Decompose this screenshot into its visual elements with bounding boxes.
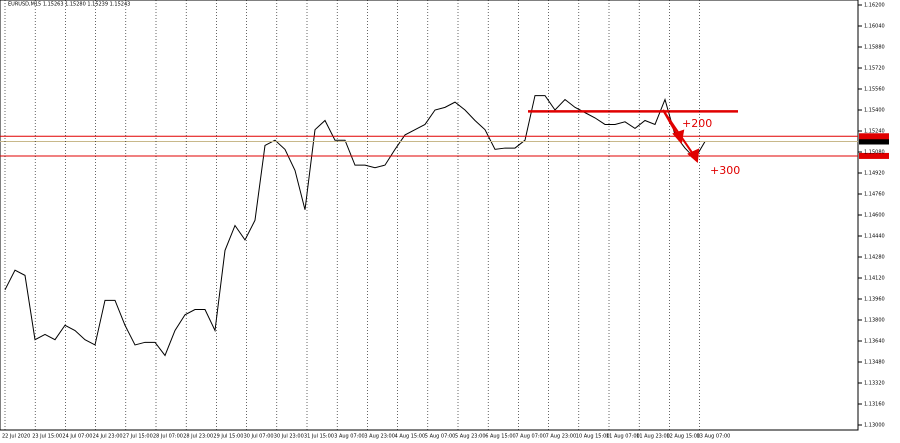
- y-tick-label: 1.16200: [864, 3, 885, 9]
- x-tick-label: 6 Aug 15:00: [485, 434, 516, 440]
- x-tick-label: 22 Jul 2020: [2, 434, 30, 440]
- price-tag: [859, 133, 889, 140]
- x-tick-label: 11 Aug 07:00: [606, 434, 640, 440]
- x-tick-label: 31 Jul 15:00: [304, 434, 334, 440]
- y-tick-label: 1.14440: [864, 234, 885, 240]
- x-tick-label: 13 Aug 07:00: [697, 434, 731, 440]
- y-tick-label: 1.14920: [864, 171, 885, 177]
- y-tick-label: 1.13480: [864, 360, 885, 366]
- y-tick-label: 1.16040: [864, 24, 885, 30]
- y-tick-label: 1.15720: [864, 66, 885, 72]
- y-tick-label: 1.14600: [864, 213, 885, 219]
- y-tick-label: 1.15240: [864, 129, 885, 135]
- price-tag: [859, 138, 889, 145]
- annotation: +200: [682, 117, 712, 130]
- x-tick-label: 30 Jul 07:00: [244, 434, 274, 440]
- price-line: [4, 95, 706, 357]
- y-tick-label: 1.15560: [864, 87, 885, 93]
- x-tick-label: 30 Jul 23:00: [274, 434, 304, 440]
- x-tick-label: 24 Jul 07:00: [62, 434, 92, 440]
- y-tick-label: 1.13000: [864, 423, 885, 429]
- y-tick-label: 1.13160: [864, 402, 885, 408]
- x-tick-label: 5 Aug 23:00: [455, 434, 486, 440]
- x-tick-label: 24 Jul 23:00: [93, 434, 123, 440]
- x-tick-label: 27 Jul 15:00: [123, 434, 153, 440]
- x-tick-label: 7 Aug 23:00: [546, 434, 577, 440]
- y-tick-label: 1.15880: [864, 45, 885, 51]
- arrows: [662, 109, 700, 164]
- x-tick-label: 4 Aug 15:00: [395, 434, 426, 440]
- x-tick-label: 3 Aug 23:00: [364, 434, 395, 440]
- x-tick-label: 29 Jul 15:00: [213, 434, 243, 440]
- y-tick-label: 1.13640: [864, 339, 885, 345]
- x-tick-label: 3 Aug 07:00: [334, 434, 365, 440]
- arrow-300: [662, 109, 696, 158]
- arrow-head: [687, 148, 700, 164]
- y-tick-label: 1.13960: [864, 297, 885, 303]
- y-tick-label: 1.14280: [864, 255, 885, 261]
- y-tick-label: 1.13800: [864, 318, 885, 324]
- annotation: +300: [710, 164, 740, 177]
- y-tick-label: 1.14760: [864, 192, 885, 198]
- y-tick-label: 1.15400: [864, 108, 885, 114]
- plot-frame: [0, 0, 859, 431]
- chart-title: EURUSD,M15 1.15263 1.15280 1.15239 1.152…: [8, 2, 130, 8]
- price-tag: [859, 152, 889, 159]
- x-tick-label: 12 Aug 15:00: [666, 434, 700, 440]
- y-tick-label: 1.15080: [864, 150, 885, 156]
- x-tick-label: 28 Jul 07:00: [153, 434, 183, 440]
- x-tick-label: 28 Jul 23:00: [183, 434, 213, 440]
- y-tick-label: 1.13320: [864, 381, 885, 387]
- x-tick-label: 7 Aug 07:00: [515, 434, 546, 440]
- x-tick-label: 11 Aug 23:00: [636, 434, 670, 440]
- y-tick-label: 1.14120: [864, 276, 885, 282]
- x-tick-label: 10 Aug 15:00: [576, 434, 610, 440]
- x-tick-label: 5 Aug 07:00: [425, 434, 456, 440]
- x-tick-label: 23 Jul 15:00: [32, 434, 62, 440]
